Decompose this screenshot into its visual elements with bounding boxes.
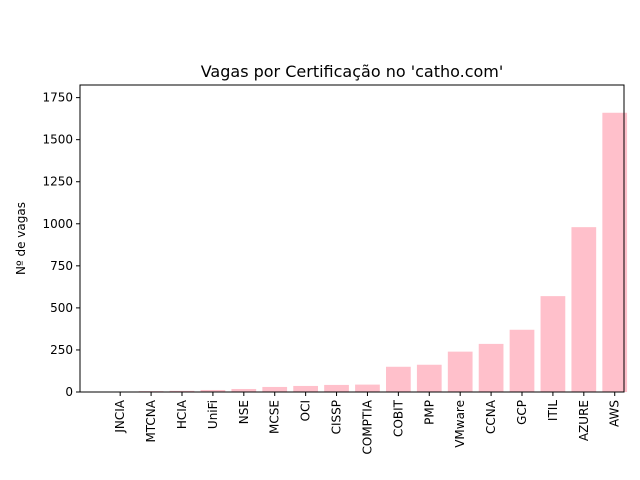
x-tick-label: VMware xyxy=(453,400,467,448)
y-axis: 0 250 500 750 1000 1250 1500 1750 xyxy=(42,91,80,399)
bar-cissp xyxy=(324,384,349,392)
x-tick-label: PMP xyxy=(422,400,436,425)
chart-title: Vagas por Certificação no 'catho.com' xyxy=(201,62,504,81)
bar-pmp xyxy=(416,364,442,392)
x-tick-label: AWS xyxy=(608,400,622,427)
x-tick-label: COBIT xyxy=(391,399,405,437)
bar-comptia xyxy=(355,384,380,392)
y-tick-label: 1750 xyxy=(42,91,73,105)
x-tick-label: ITIL xyxy=(546,400,560,421)
bar-aws xyxy=(602,112,628,392)
y-tick-label: 250 xyxy=(50,343,73,357)
x-tick-label: COMPTIA xyxy=(360,399,374,454)
bar-unifi xyxy=(200,389,226,392)
x-tick-label: AZURE xyxy=(577,400,591,441)
x-tick-label: UniFi xyxy=(206,400,220,429)
bar-itil xyxy=(540,296,566,392)
bar-azure xyxy=(571,227,597,392)
x-tick-label: CCNA xyxy=(484,399,498,434)
y-tick-label: 1500 xyxy=(42,133,73,147)
y-axis-label: Nº de vagas xyxy=(14,202,28,275)
y-tick-label: 0 xyxy=(65,385,73,399)
y-tick-label: 1000 xyxy=(42,217,73,231)
x-tick-label: MCSE xyxy=(268,400,282,434)
bar-vmware xyxy=(447,351,473,392)
bar-cobit xyxy=(386,366,411,392)
x-tick-label: OCI xyxy=(299,400,313,421)
bar-nse xyxy=(231,388,257,392)
x-tick-label: JNCIA xyxy=(113,399,127,433)
y-tick-label: 500 xyxy=(50,301,73,315)
y-tick-label: 1250 xyxy=(42,175,73,189)
x-axis: JNCIA MTCNA HCIA UniFi NSE MCSE OCI CISSP COMPTI… xyxy=(113,392,622,455)
bar-mcse xyxy=(262,386,288,392)
plot-frame xyxy=(79,84,625,393)
bar-ccna xyxy=(478,343,504,392)
x-tick-label: GCP xyxy=(515,400,529,425)
y-tick-label: 750 xyxy=(50,259,73,273)
bars-group xyxy=(107,112,628,392)
x-tick-label: NSE xyxy=(237,400,251,424)
bar-gcp xyxy=(509,329,535,392)
x-tick-label: MTCNA xyxy=(144,399,158,442)
bar-oci xyxy=(293,385,318,392)
x-tick-label: HCIA xyxy=(175,399,189,429)
bar-hcia xyxy=(169,390,195,392)
x-tick-label: CISSP xyxy=(330,400,344,434)
